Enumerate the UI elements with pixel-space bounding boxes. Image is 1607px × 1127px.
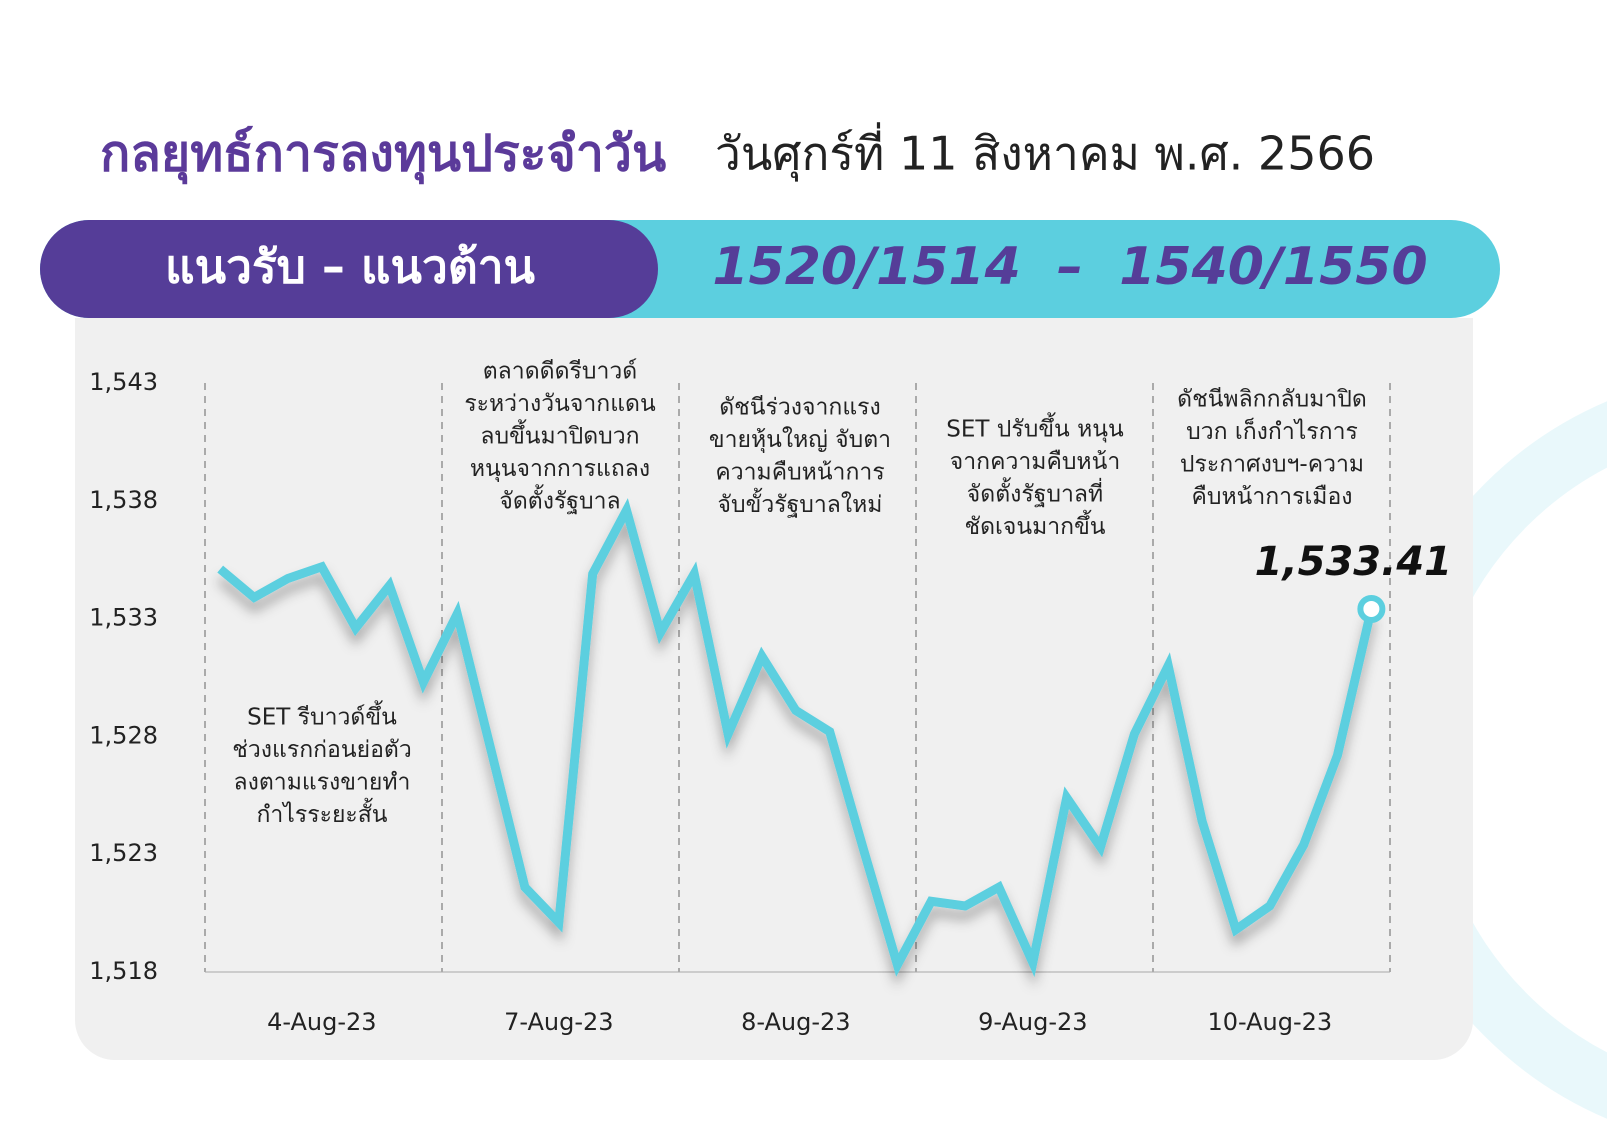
y-tick-label: 1,518 — [89, 957, 158, 985]
y-tick-label: 1,538 — [89, 486, 158, 514]
annotation: ชัดเจนมากขึ้น — [964, 510, 1105, 540]
price-line — [217, 498, 1376, 978]
banner-label: แนวรับ – แนวต้าน — [165, 240, 535, 294]
annotation: จากความคืบหน้า — [950, 449, 1120, 475]
date: วันศุกร์ที่ 11 สิงหาคม พ.ศ. 2566 — [715, 122, 1375, 183]
annotation: กำไรระยะสั้น — [256, 798, 387, 828]
y-tick-label: 1,543 — [89, 368, 158, 396]
annotation: จัดตั้งรัฐบาล — [499, 485, 620, 515]
y-tick-label: 1,528 — [89, 721, 158, 749]
title: กลยุทธ์การลงทุนประจำวัน — [100, 125, 666, 185]
last-value-label: 1,533.41 — [1255, 539, 1452, 585]
x-tick-label: 8-Aug-23 — [741, 1008, 850, 1036]
annotation: ลงตามแรงขายทำ — [234, 770, 411, 796]
annotation: ลบขึ้นมาปิดบวก — [480, 420, 639, 450]
banner-levels: 1520/1514 – 1540/1550 — [712, 237, 1427, 297]
annotation: ความคืบหน้าการ — [715, 460, 884, 486]
annotation: ตลาดดีดรีบาวด์ — [483, 358, 637, 385]
x-tick-label: 4-Aug-23 — [267, 1008, 376, 1036]
annotation: ดัชนีร่วงจากแรง — [719, 395, 881, 421]
annotation: ประกาศงบฯ-ความ — [1180, 452, 1364, 478]
x-tick-label: 9-Aug-23 — [978, 1008, 1087, 1036]
x-tick-label: 7-Aug-23 — [504, 1008, 613, 1036]
annotation: จับขั้วรัฐบาลใหม่ — [718, 488, 883, 518]
annotation: ช่วงแรกก่อนย่อตัว — [232, 737, 411, 763]
annotation: จัดตั้งรัฐบาลที่ — [967, 478, 1103, 508]
annotation: SET ปรับขึ้น หนุน — [946, 413, 1124, 443]
y-tick-label: 1,533 — [89, 604, 158, 632]
banner-left — [40, 220, 658, 318]
annotation: ขายหุ้นใหญ่ จับตา — [709, 426, 891, 453]
y-tick-label: 1,523 — [89, 839, 158, 867]
annotation: คืบหน้าการเมือง — [1191, 484, 1352, 510]
chart-panel — [75, 318, 1473, 1060]
annotation: SET รีบาวด์ขึ้น — [247, 701, 397, 731]
annotation: ดัชนีพลิกกลับมาปิด — [1177, 387, 1367, 413]
annotation: หนุนจากการแถลง — [470, 456, 650, 482]
last-point — [1357, 594, 1386, 623]
x-tick-label: 10-Aug-23 — [1207, 1008, 1332, 1036]
annotation: ระหว่างวันจากแดน — [464, 391, 656, 417]
annotation: บวก เก็งกำไรการ — [1186, 416, 1358, 445]
